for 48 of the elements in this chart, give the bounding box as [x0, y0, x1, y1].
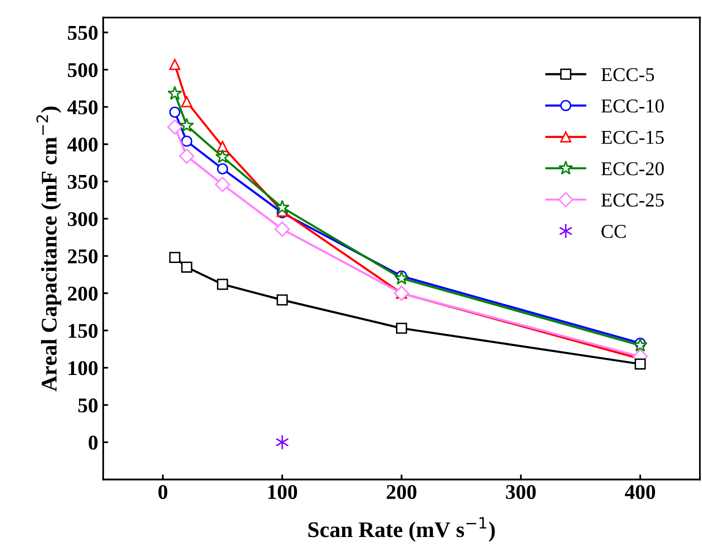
point: [216, 278, 228, 290]
point: [181, 262, 192, 273]
point: [214, 176, 230, 192]
y-tick-label: 300: [68, 212, 98, 226]
point: [215, 149, 230, 164]
point: [168, 86, 182, 100]
point: [169, 252, 180, 264]
x-tick-label: 300: [506, 484, 536, 500]
point: [167, 119, 182, 135]
point: [179, 148, 194, 164]
x-tick-label: 0: [158, 484, 168, 500]
y-axis-title: Areal Capacitance (mF cm$^{−2}$): [36, 106, 62, 392]
y-tick-label: 50: [78, 398, 98, 412]
point: [181, 96, 192, 108]
y-tick-label: 400: [67, 138, 98, 152]
point: [169, 106, 180, 118]
legend-label: ECC-10: [601, 99, 664, 113]
y-tick-label: 150: [68, 324, 98, 338]
y-tick-label: 450: [67, 100, 98, 114]
x-tick-label: 200: [386, 484, 416, 500]
point: [216, 140, 228, 152]
point: [179, 118, 194, 132]
point: [632, 338, 648, 352]
point: [396, 322, 408, 334]
point: [169, 58, 180, 70]
y-tick-label: 0: [88, 436, 98, 450]
x-tick-label: 100: [268, 484, 298, 500]
legend-label: ECC-5: [601, 68, 654, 82]
y-tick-label: 500: [68, 63, 98, 78]
point: [216, 163, 228, 174]
y-tick-label: 100: [68, 361, 98, 376]
point: [634, 358, 646, 370]
legend-label: ECC-20: [601, 162, 664, 176]
y-tick-label: 200: [68, 286, 98, 301]
point: [275, 434, 289, 450]
y-tick-label: 350: [68, 174, 98, 189]
x-axis-title: Scan Rate (mV s$^{−1}$): [308, 517, 495, 542]
x-tick-label: 400: [624, 484, 656, 500]
point: [274, 200, 290, 214]
point: [274, 222, 290, 237]
legend-label: ECC-25: [601, 194, 664, 207]
point: [276, 294, 288, 306]
y-tick-label: 250: [68, 249, 98, 264]
legend-label: CC: [602, 224, 626, 238]
point: [181, 136, 192, 147]
point: [394, 270, 409, 285]
legend-label: ECC-15: [601, 130, 664, 144]
y-tick-label: 550: [68, 26, 98, 40]
